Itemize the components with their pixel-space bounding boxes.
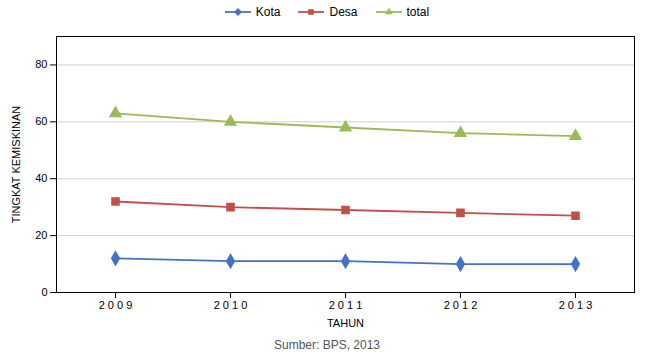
svg-text:2 0 0 9: 2 0 0 9 [99, 299, 133, 311]
svg-text:60: 60 [35, 115, 47, 127]
svg-text:2 0 1 1: 2 0 1 1 [329, 299, 363, 311]
svg-text:TINGKAT KEMISKINAN: TINGKAT KEMISKINAN [10, 106, 22, 224]
svg-text:TAHUN: TAHUN [327, 317, 364, 329]
svg-text:2 0 1 0: 2 0 1 0 [214, 299, 248, 311]
html-text:Kota: Kota [255, 5, 281, 19]
html-text:Sumber: BPS, 2013: Sumber: BPS, 2013 [274, 338, 380, 352]
svg-text:20: 20 [35, 229, 47, 241]
svg-text:2 0 1 3: 2 0 1 3 [559, 299, 593, 311]
svg-text:80: 80 [35, 58, 47, 70]
html-text:total: total [406, 5, 430, 19]
svg-text:2 0 1 2: 2 0 1 2 [444, 299, 478, 311]
svg-text:40: 40 [35, 172, 47, 184]
svg-text:0: 0 [41, 286, 47, 298]
html-text:Desa: Desa [329, 5, 358, 19]
